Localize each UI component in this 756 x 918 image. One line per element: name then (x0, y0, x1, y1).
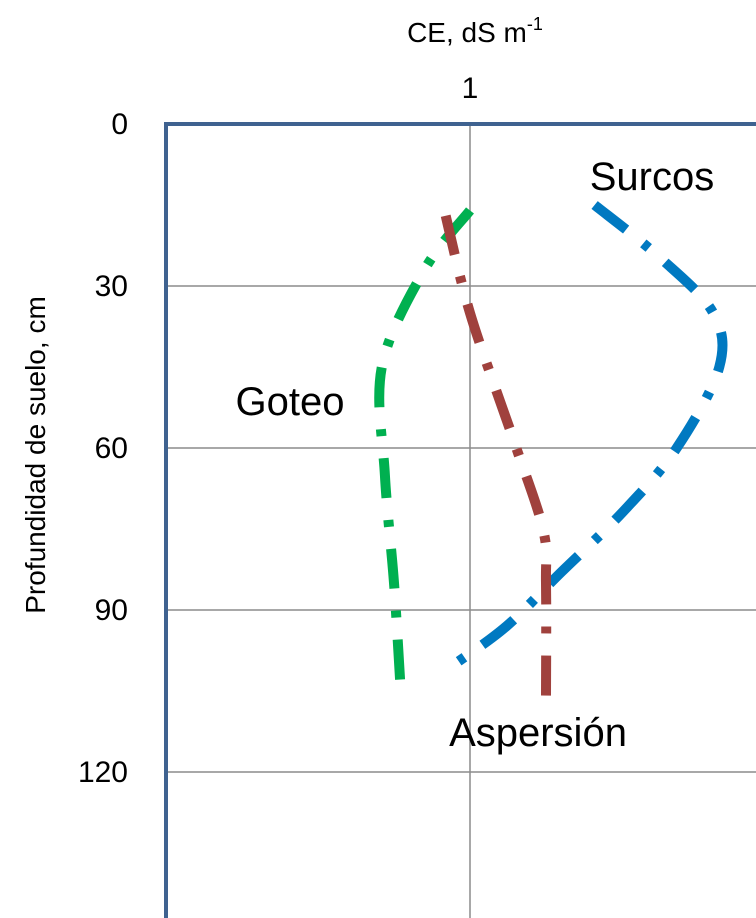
y-tick-label: 0 (111, 108, 128, 141)
y-tick-labels: 0 30 60 90 120 (78, 108, 128, 789)
x-axis-title: CE, dS m-1 (407, 14, 543, 48)
y-tick-label: 30 (95, 270, 128, 303)
y-tick-label: 60 (95, 432, 128, 465)
y-axis-title: Profundidad de suelo, cm (20, 296, 51, 614)
x-tick-label: 1 (462, 72, 479, 105)
series-line-aspersion (440, 214, 552, 697)
annotation-surcos: Surcos (590, 155, 715, 199)
series-annotations: Surcos Goteo Aspersión (236, 155, 715, 755)
x-tick-labels: 12 (462, 72, 479, 105)
gridlines (166, 124, 756, 918)
y-tick-label: 120 (78, 756, 128, 789)
y-tick-label: 90 (95, 594, 128, 627)
annotation-goteo: Goteo (236, 380, 345, 424)
series-line-surcos (451, 201, 728, 669)
annotation-aspersion: Aspersión (449, 711, 627, 755)
series-lines (374, 201, 728, 697)
axes (164, 122, 756, 918)
